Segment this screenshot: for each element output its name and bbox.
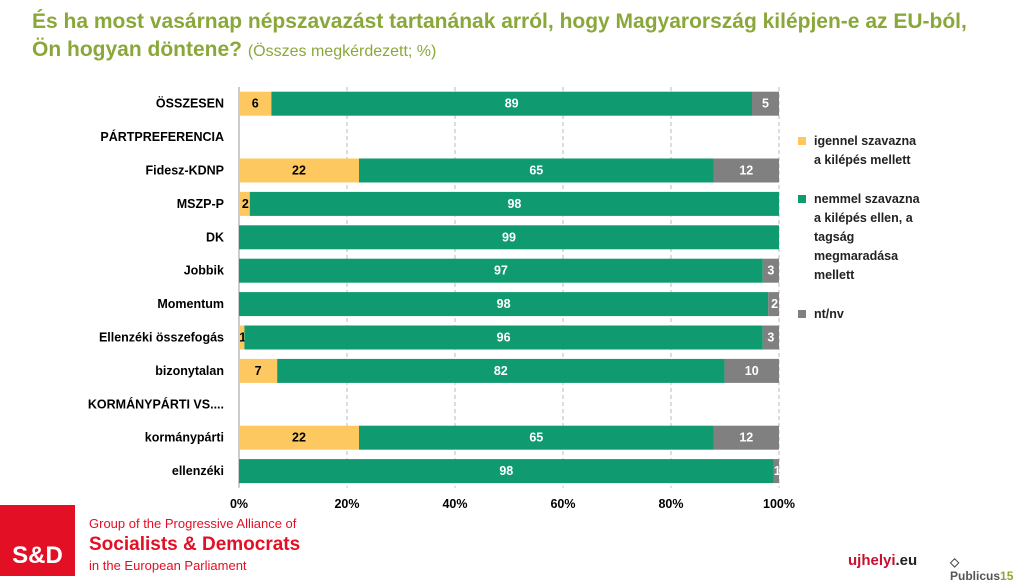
category-label: Jobbik <box>184 264 224 278</box>
publicus-logo: ◇ Publicus15 <box>950 555 1014 583</box>
data-label: 12 <box>739 431 753 445</box>
category-label: bizonytalan <box>155 364 224 378</box>
category-label: kormánypárti <box>145 431 224 445</box>
bar-segment <box>713 158 779 183</box>
chart-title: És ha most vasárnap népszavazást tartaná… <box>32 8 992 66</box>
bar-segment <box>359 425 714 450</box>
category-label: MSZP-P <box>177 197 224 211</box>
category-label: ÖSSZESEN <box>156 96 224 111</box>
data-label: 2 <box>771 297 778 311</box>
data-label: 10 <box>745 364 759 378</box>
bar-segment <box>239 258 763 283</box>
bar-segment <box>239 91 272 116</box>
legend-label: tagság <box>814 230 855 244</box>
legend: igennel szavazna a kilépés mellett nemmel … <box>798 132 968 324</box>
group-line-3: in the European Parliament <box>89 558 247 573</box>
data-label: 98 <box>507 197 521 211</box>
bar-segment <box>239 191 250 216</box>
x-tick-label: 20% <box>334 497 359 511</box>
bar-segment <box>271 91 752 116</box>
category-label: DK <box>206 230 224 244</box>
data-label: 6 <box>252 97 259 111</box>
bar-segment <box>239 292 769 317</box>
category-label: Momentum <box>157 297 224 311</box>
legend-item: nt/nv <box>798 305 968 324</box>
bar-segment <box>239 158 359 183</box>
data-label: 12 <box>739 164 753 178</box>
data-label: 1 <box>239 331 246 345</box>
data-label: 7 <box>255 364 262 378</box>
bar-segment <box>752 91 779 116</box>
bar-segment <box>239 425 359 450</box>
data-label: 2 <box>242 197 249 211</box>
category-label: PÁRTPREFERENCIA <box>100 129 224 144</box>
legend-swatch <box>798 195 806 203</box>
bar-segment <box>762 325 779 350</box>
data-label: 22 <box>292 164 306 178</box>
bar-segment <box>244 325 763 350</box>
data-label: 89 <box>505 97 519 111</box>
data-label: 82 <box>494 364 508 378</box>
bar-segment <box>239 225 779 250</box>
legend-item: igennel szavazna a kilépés mellett <box>798 132 968 170</box>
group-line-1: Group of the Progressive Alliance of <box>89 516 297 531</box>
data-label: 98 <box>499 464 513 478</box>
data-label: 96 <box>497 331 511 345</box>
legend-label: mellett <box>814 268 855 282</box>
legend-label: nt/nv <box>814 307 844 321</box>
data-label: 99 <box>502 230 516 244</box>
x-tick-label: 80% <box>658 497 683 511</box>
bar-segment <box>762 258 779 283</box>
bar-segment <box>768 292 779 317</box>
data-label: 98 <box>497 297 511 311</box>
legend-swatch <box>798 310 806 318</box>
data-label: 65 <box>529 164 543 178</box>
ujhelyi-logo: ujhelyi.eu <box>848 552 918 569</box>
data-label: 3 <box>767 264 774 278</box>
category-label: Ellenzéki összefogás <box>99 331 224 345</box>
group-line-2: Socialists & Democrats <box>89 534 301 555</box>
bar-segment <box>239 325 245 350</box>
bar-segment <box>773 459 779 484</box>
bar-segment <box>359 158 714 183</box>
legend-label: a kilépés ellen, a <box>814 211 913 225</box>
x-tick-label: 0% <box>230 497 248 511</box>
data-label: 97 <box>494 264 508 278</box>
x-tick-label: 60% <box>550 497 575 511</box>
category-label: ellenzéki <box>172 464 224 478</box>
legend-label: igennel szavazna <box>814 134 917 148</box>
legend-swatch <box>798 137 806 145</box>
data-label: 22 <box>292 431 306 445</box>
data-label: 1 <box>774 464 781 478</box>
legend-item: nemmel szavazna a kilépés ellen, a tagság m… <box>798 190 968 285</box>
bar-segment <box>239 459 774 484</box>
legend-label: a kilépés mellett <box>814 153 911 167</box>
data-label: 3 <box>767 331 774 345</box>
group-name: Group of the Progressive Alliance of Soc… <box>89 516 300 574</box>
legend-label: nemmel szavazna <box>814 192 920 206</box>
title-subtitle: (Összes megkérdezett; %) <box>247 43 437 60</box>
data-label: 65 <box>529 431 543 445</box>
category-label: Fidesz-KDNP <box>146 164 224 178</box>
legend-label: megmaradása <box>814 249 899 263</box>
title-main: És ha most vasárnap népszavazást tartaná… <box>32 10 967 61</box>
category-label: KORMÁNYPÁRTI VS.... <box>88 396 224 411</box>
x-tick-label: 40% <box>442 497 467 511</box>
x-tick-label: 100% <box>763 497 795 511</box>
bar-segment <box>239 358 278 383</box>
bar-segment <box>713 425 779 450</box>
bar-segment <box>277 358 725 383</box>
data-label: 5 <box>762 97 769 111</box>
sd-logo: S&D <box>0 505 75 576</box>
bar-segment <box>724 358 779 383</box>
bar-segment <box>249 191 780 216</box>
